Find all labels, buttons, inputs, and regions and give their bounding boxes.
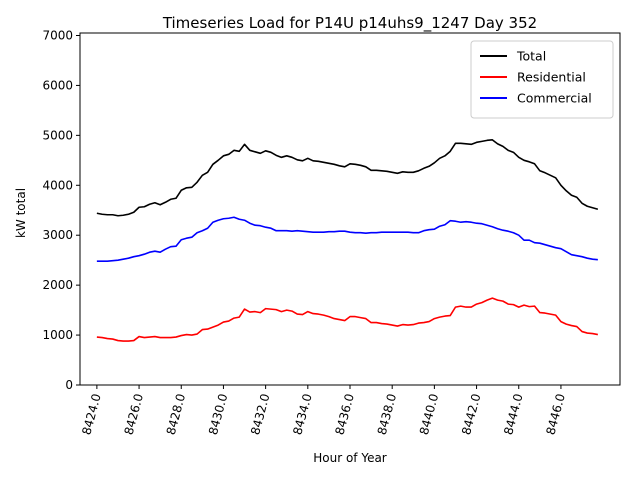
y-axis-label: kW total	[14, 188, 28, 238]
y-tick-label: 7000	[42, 28, 73, 42]
y-tick-label: 2000	[42, 278, 73, 292]
y-tick-label: 0	[65, 378, 73, 392]
series-line-commercial	[96, 216, 598, 262]
y-tick-label: 3000	[42, 228, 73, 242]
plot-area	[96, 139, 599, 342]
y-tick-label: 4000	[42, 178, 73, 192]
y-tick-label: 6000	[42, 78, 73, 92]
legend-label-commercial: Commercial	[517, 91, 592, 106]
legend-label-total: Total	[516, 49, 546, 64]
plot-frame	[79, 32, 621, 386]
legend: Total Residential Commercial	[470, 40, 614, 119]
y-tick-label: 1000	[42, 328, 73, 342]
series-line-residential	[96, 297, 598, 342]
y-axis: 0 1000 2000 3000 4000 5000 6000 7000	[42, 28, 80, 392]
y-tick-label: 5000	[42, 128, 73, 142]
chart-title: Timeseries Load for P14U p14uhs9_1247 Da…	[162, 14, 537, 33]
series-line-total	[96, 139, 599, 217]
legend-label-residential: Residential	[517, 70, 586, 85]
x-axis-label: Hour of Year	[313, 451, 387, 465]
